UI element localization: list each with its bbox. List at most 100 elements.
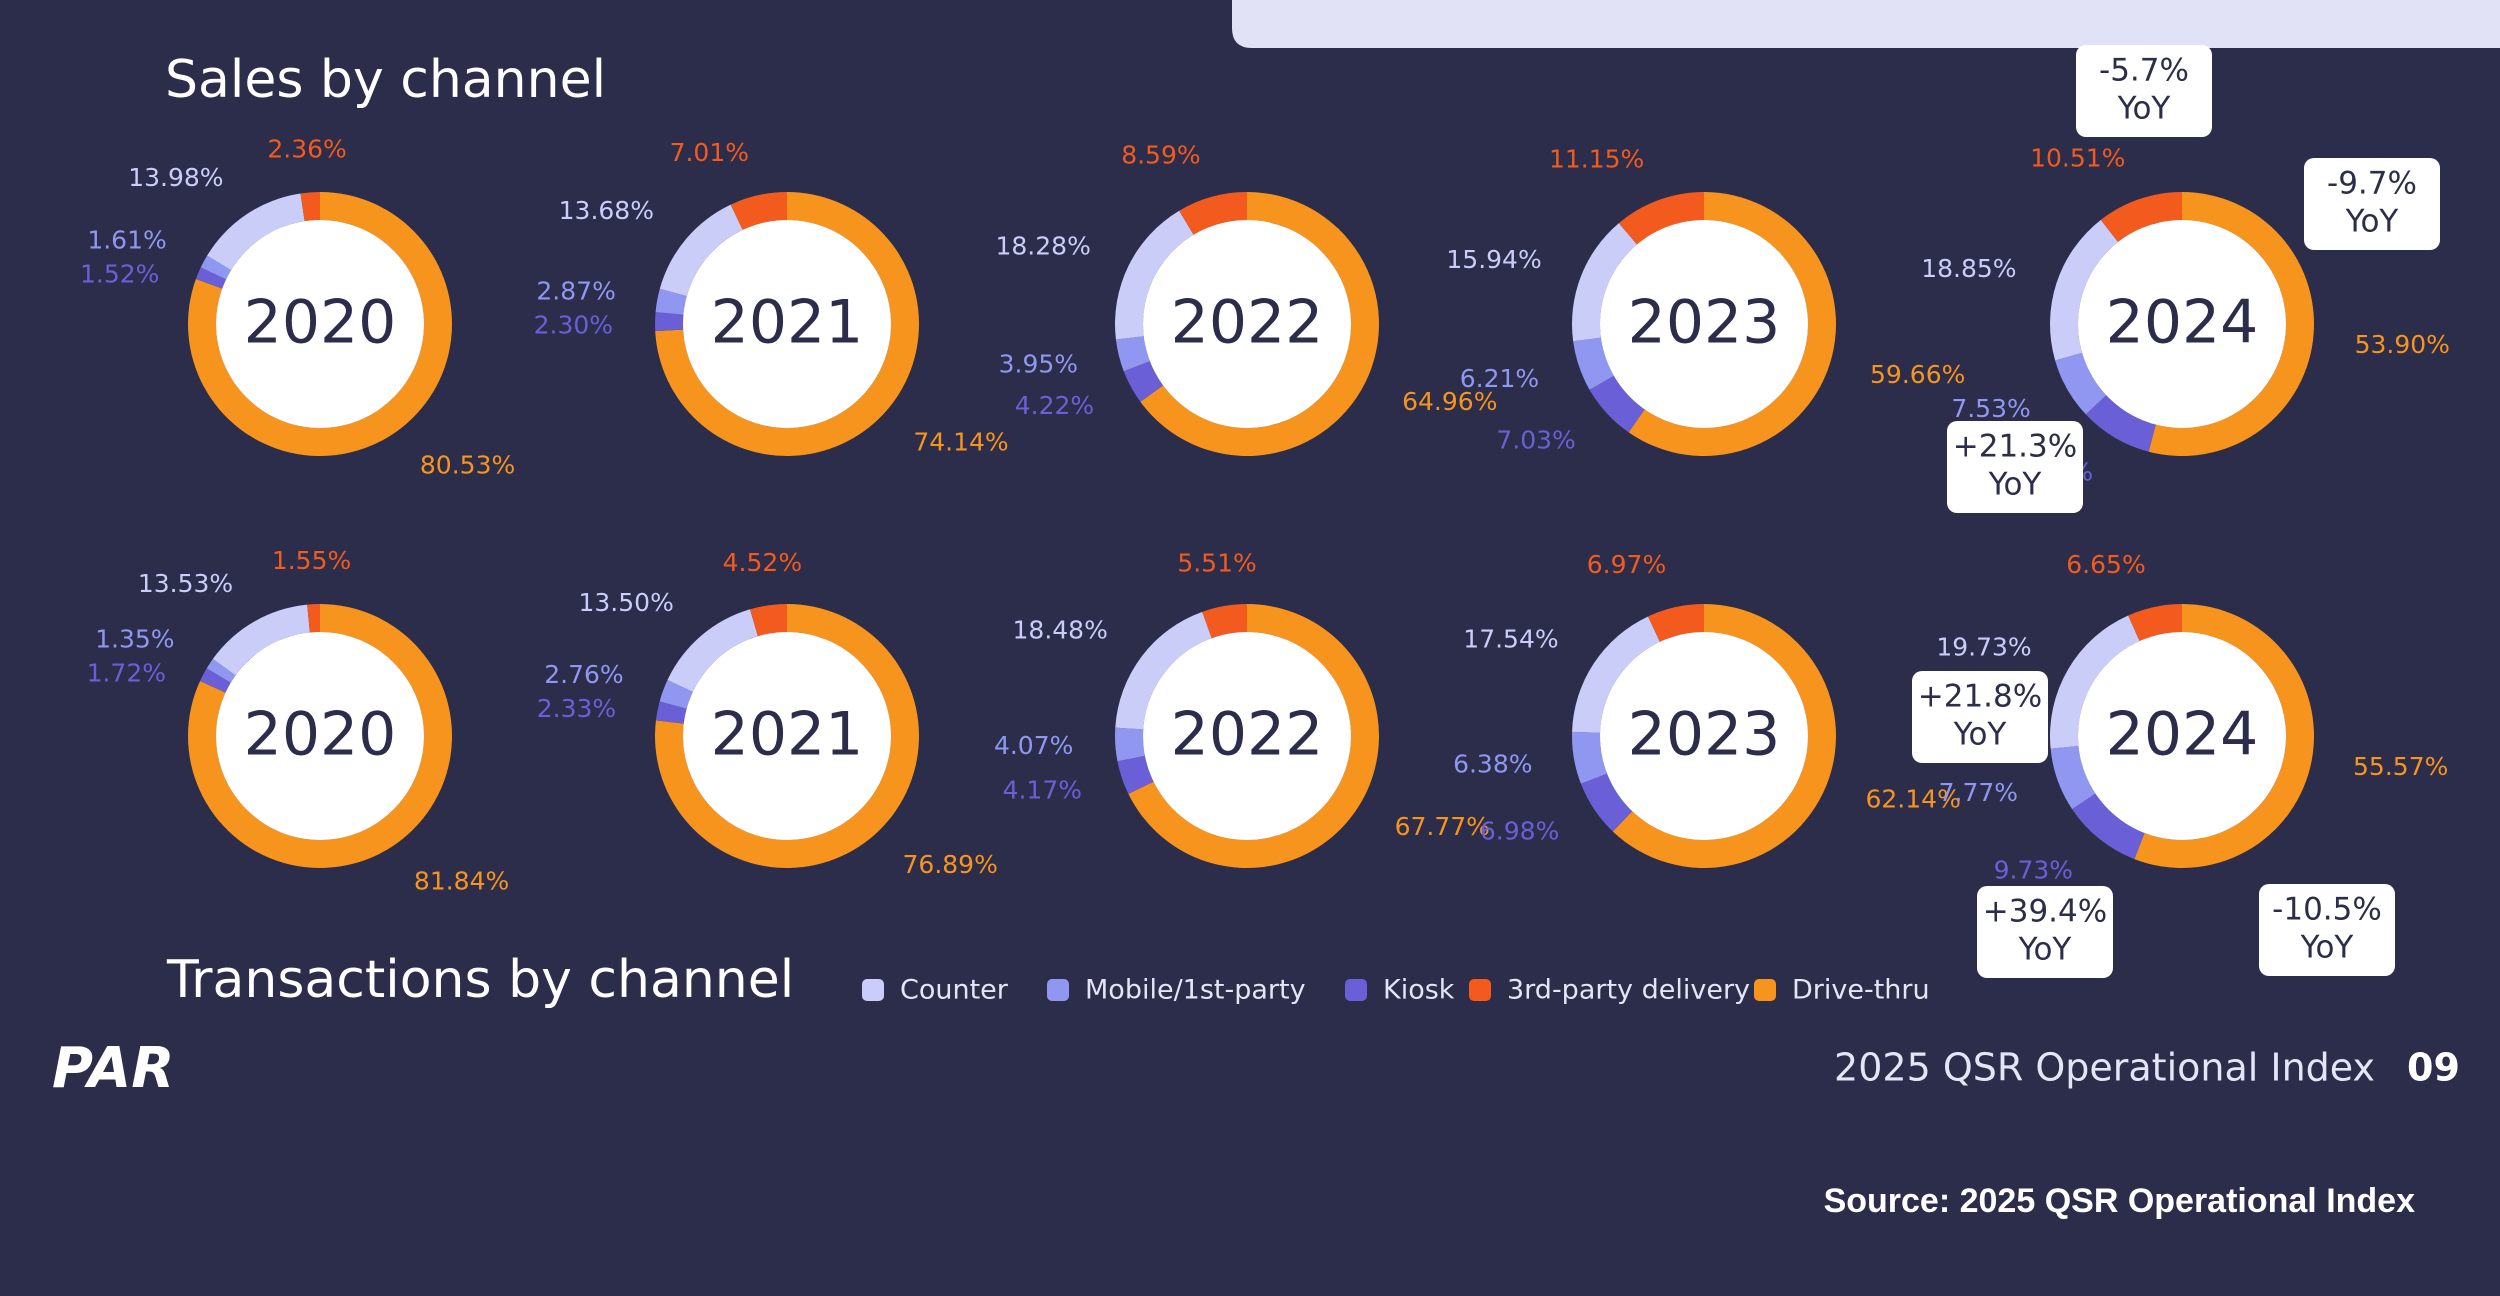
legend-swatch — [1345, 979, 1367, 1001]
value-label: 2.33% — [537, 694, 616, 723]
donut-segment — [655, 312, 684, 332]
value-label: 18.28% — [996, 231, 1091, 260]
donut-segment — [200, 255, 232, 280]
value-label: 74.14% — [913, 428, 1008, 457]
legend-label: 3rd-party delivery — [1507, 975, 1750, 1006]
donut-segment — [1648, 604, 1704, 642]
section-title: Sales by channel — [165, 50, 606, 110]
value-label: 2.30% — [534, 311, 613, 340]
yoy-text: YoY — [2117, 91, 2171, 127]
donut-segment — [1123, 361, 1164, 402]
value-label: 76.89% — [903, 850, 998, 879]
legend-label: Mobile/1st-party — [1085, 975, 1306, 1006]
center-label: 2020 — [244, 288, 397, 358]
center-label: 2024 — [2106, 288, 2259, 358]
donut-segment — [667, 609, 758, 692]
donut-segment — [1572, 731, 1608, 784]
footer: 2025 QSR Operational Index — [1834, 1046, 2375, 1090]
value-label: 19.73% — [1936, 632, 2031, 661]
value-label: 6.38% — [1453, 749, 1532, 778]
value-label: 7.03% — [1496, 426, 1575, 455]
value-label: 18.48% — [1013, 616, 1108, 645]
yoy-text: +21.8% — [1918, 679, 2042, 715]
value-label: 13.53% — [138, 569, 233, 598]
yoy-text: YoY — [2300, 930, 2354, 966]
value-label: 4.07% — [994, 731, 1073, 760]
donut-hole — [1143, 632, 1351, 840]
donut-segment — [659, 204, 743, 297]
legend-label: Drive-thru — [1792, 975, 1930, 1006]
value-label: 81.84% — [414, 866, 509, 895]
donut-segment — [1589, 375, 1645, 433]
value-label: 18.85% — [1921, 254, 2016, 283]
value-label: 1.61% — [87, 226, 166, 255]
yoy-text: YoY — [1953, 717, 2007, 753]
donut-segment — [1115, 210, 1194, 340]
center-label: 2023 — [1628, 700, 1781, 770]
donut-segment — [2072, 793, 2145, 860]
value-label: 7.53% — [1951, 394, 2030, 423]
value-label: 13.98% — [128, 163, 223, 192]
donut-segment — [1618, 192, 1704, 245]
donut-segment — [655, 288, 687, 315]
value-label: 15.94% — [1446, 245, 1541, 274]
value-label: 80.53% — [420, 450, 515, 479]
donut-segment — [195, 267, 227, 289]
logo: PAR — [52, 1036, 174, 1101]
yoy-text: +39.4% — [1983, 894, 2107, 930]
yoy-callout — [2076, 45, 2212, 137]
value-label: 67.77% — [1395, 812, 1490, 841]
legend-label: Counter — [900, 975, 1009, 1006]
donut-segment — [750, 604, 787, 637]
yoy-callout — [1912, 671, 2048, 763]
value-label: 1.55% — [272, 546, 351, 575]
value-label: 4.52% — [723, 548, 802, 577]
donut-hole — [683, 220, 891, 428]
value-label: 53.90% — [2355, 330, 2450, 359]
donut-segment — [200, 668, 231, 693]
donut-segment — [307, 604, 320, 633]
value-label: 10.51% — [2030, 143, 2125, 172]
donut-hole — [1600, 220, 1808, 428]
donut-segment — [1117, 755, 1154, 794]
donut-segment — [730, 192, 787, 230]
donut-segment — [207, 193, 305, 271]
source: Source: 2025 QSR Operational Index — [1824, 1182, 2416, 1220]
value-label: 64.96% — [1402, 387, 1497, 416]
center-label: 2021 — [711, 700, 864, 770]
value-label: 7.77% — [1939, 778, 2018, 807]
yoy-callout — [2259, 884, 2395, 976]
value-label: 9.73% — [1994, 856, 2073, 885]
donut-hole — [2078, 632, 2286, 840]
yoy-text: YoY — [2345, 204, 2399, 240]
yoy-text: YoY — [2018, 932, 2072, 968]
value-label: 6.21% — [1460, 364, 1539, 393]
value-label: 2.76% — [544, 660, 623, 689]
donut-segment — [655, 701, 687, 724]
donut-hole — [216, 632, 424, 840]
legend-label: Kiosk — [1383, 975, 1455, 1006]
donut-segment — [2148, 192, 2315, 456]
legend-swatch — [1047, 979, 1069, 1001]
donut-hole — [216, 220, 424, 428]
donut-segment — [1202, 604, 1247, 639]
yoy-text: +21.3% — [1953, 429, 2077, 465]
value-label: 2.87% — [536, 277, 615, 306]
donut-segment — [2128, 604, 2182, 642]
legend-swatch — [862, 979, 884, 1001]
value-label: 4.22% — [1015, 391, 1094, 420]
page-number: 09 — [2407, 1046, 2460, 1090]
yoy-callout — [1977, 886, 2113, 978]
legend-swatch — [1754, 979, 1776, 1001]
donut-segment — [1115, 611, 1212, 730]
donut-segment — [1573, 337, 1614, 390]
yoy-text: -9.7% — [2327, 166, 2417, 202]
value-label: 4.17% — [1003, 775, 1082, 804]
value-label: 55.57% — [2353, 752, 2448, 781]
donut-segment — [300, 192, 320, 222]
section-title: Transactions by channel — [166, 950, 794, 1010]
value-label: 59.66% — [1870, 360, 1965, 389]
value-label: 1.52% — [80, 260, 159, 289]
